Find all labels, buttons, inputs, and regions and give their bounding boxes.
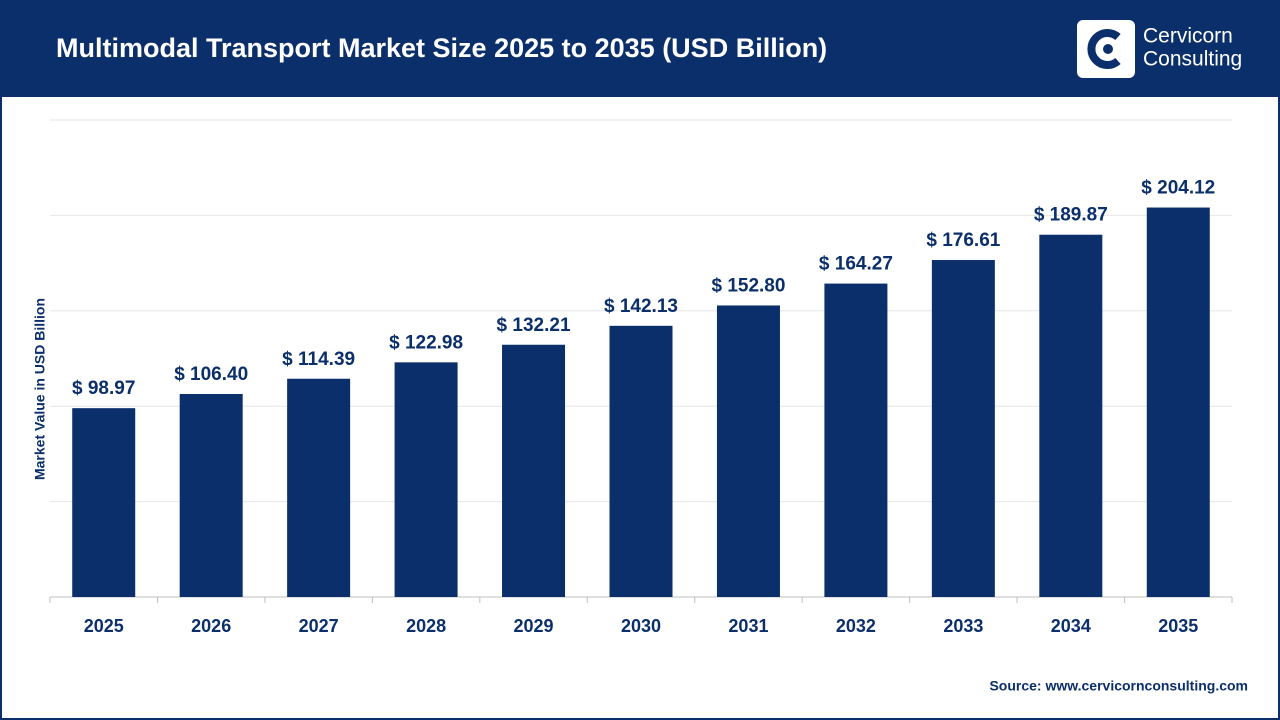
x-tick-label: 2028 — [406, 616, 446, 636]
data-label: $ 204.12 — [1141, 178, 1215, 199]
data-label: $ 114.39 — [282, 349, 355, 370]
logo-text: Consulting — [1143, 48, 1242, 71]
logo-dot — [1103, 44, 1113, 54]
data-label: $ 189.87 — [1034, 205, 1108, 226]
bar — [1039, 234, 1103, 598]
data-label: $ 152.80 — [711, 275, 785, 296]
source: Source: www.cervicornconsulting.com — [989, 678, 1248, 694]
bar — [609, 325, 673, 597]
logo-text: Cervicorn — [1143, 25, 1233, 48]
bar — [287, 378, 351, 597]
x-tick-label: 2029 — [514, 616, 554, 636]
data-label: $ 106.40 — [174, 364, 248, 385]
logo: Cervicorn Consulting — [1077, 20, 1242, 78]
header — [0, 0, 1280, 97]
bar — [72, 408, 136, 597]
bar — [824, 283, 888, 597]
x-tick-label: 2025 — [84, 616, 124, 636]
logo-icon — [1087, 29, 1121, 69]
bar — [394, 362, 458, 597]
x-tick-label: 2026 — [191, 616, 231, 636]
bar — [502, 344, 566, 597]
x-tick-label: 2035 — [1158, 616, 1198, 636]
bar — [716, 305, 780, 597]
x-tick-label: 2033 — [943, 616, 983, 636]
x-tick-label: 2032 — [836, 616, 876, 636]
x-tick-label: 2030 — [621, 616, 661, 636]
data-label: $ 176.61 — [926, 230, 1000, 251]
y-axis-label: Market Value in USD Billion — [32, 298, 48, 480]
bar — [931, 260, 995, 597]
data-label: $ 164.27 — [819, 254, 893, 275]
data-label: $ 122.98 — [389, 332, 463, 353]
chart-title: Multimodal Transport Market Size 2025 to… — [56, 33, 827, 63]
data-label: $ 142.13 — [604, 296, 678, 317]
x-tick-label: 2031 — [728, 616, 768, 636]
x-tick-label: 2027 — [299, 616, 339, 636]
bar — [179, 393, 243, 597]
bar — [1146, 207, 1210, 597]
data-label: $ 98.97 — [72, 378, 135, 399]
data-label: $ 132.21 — [497, 315, 571, 336]
x-tick-label: 2034 — [1051, 616, 1091, 636]
